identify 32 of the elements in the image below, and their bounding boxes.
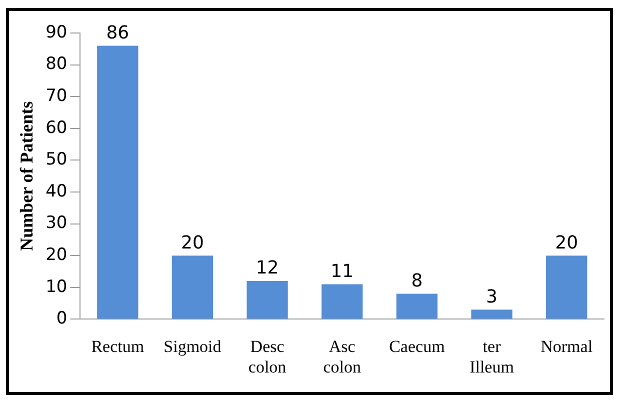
y-tick-label: 90 [46,22,68,42]
bar [246,281,288,319]
y-axis-title: Number of Patients [16,101,36,251]
y-tick-label: 70 [46,86,68,106]
y-tick-label: 60 [46,118,68,138]
x-tick-label: Desc colon [248,336,287,376]
y-tick-label: 30 [46,213,68,234]
x-tick-label: Rectum [91,336,144,356]
y-tick-label: 80 [46,54,68,74]
bar [322,284,363,319]
data-label: 86 [106,22,130,44]
bar [396,294,438,319]
data-label: 8 [411,270,423,292]
x-tick-label: ter Illeum [470,336,514,376]
data-label: 20 [555,232,578,254]
data-label: 11 [330,260,354,282]
y-tick-label: 50 [46,150,68,170]
x-tick-label: Sigmoid [164,336,222,356]
data-label: 20 [181,232,204,254]
bar [546,256,588,319]
bar [97,46,138,319]
x-tick-label: Normal [540,336,593,356]
y-tick-label: 0 [56,308,68,329]
y-tick-label: 10 [46,276,68,297]
y-tick-label: 40 [46,181,68,202]
x-tick-label: Asc colon [323,336,362,376]
y-tick-label: 20 [46,245,68,266]
bar [471,310,512,319]
bar [172,256,214,319]
data-label: 12 [256,258,279,279]
data-label: 3 [486,286,498,308]
x-tick-label: Caecum [389,336,445,356]
